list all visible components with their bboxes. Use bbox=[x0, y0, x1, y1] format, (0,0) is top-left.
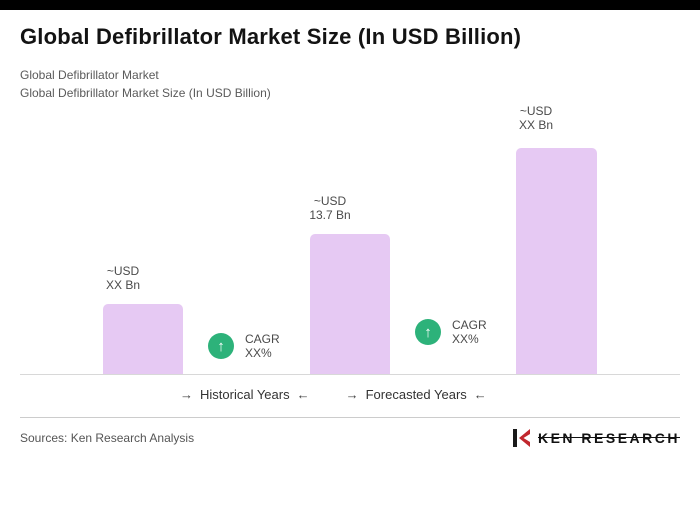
ken-research-k-icon bbox=[512, 429, 530, 447]
left-arrow-icon: ← bbox=[473, 387, 487, 402]
subtitle-line-1: Global Defibrillator Market bbox=[20, 68, 159, 82]
legend-label-forecasted: Forecasted Years bbox=[365, 387, 467, 402]
cagr-badge-text: CAGR XX% bbox=[245, 332, 280, 360]
subtitle-line-2: Global Defibrillator Market Size (In USD… bbox=[20, 86, 271, 100]
legend-label-historical: Historical Years bbox=[200, 387, 290, 402]
right-arrow-icon: → bbox=[345, 387, 359, 402]
page-title: Global Defibrillator Market Size (In USD… bbox=[20, 24, 522, 49]
footer: Sources: Ken Research Analysis KEN RESEA… bbox=[20, 428, 681, 448]
footer-divider bbox=[20, 417, 680, 418]
up-arrow-icon: ↑ bbox=[415, 319, 441, 345]
cagr-badge: ↑ CAGR XX% bbox=[208, 332, 280, 360]
bar-value-label: ~USD XX Bn bbox=[63, 264, 183, 292]
bar-2-label-line-1: ~USD bbox=[313, 194, 347, 208]
bar-value-label: ~USD 13.7 Bn bbox=[270, 194, 390, 222]
sources-text: Sources: Ken Research Analysis bbox=[20, 431, 195, 445]
chart-subtitle: Global Defibrillator Market Global Defib… bbox=[20, 66, 680, 102]
bar-historical bbox=[103, 304, 183, 374]
bar-2-label-line-2: 13.7 Bn bbox=[309, 208, 351, 222]
bar-1-label-line-1: ~USD bbox=[106, 264, 140, 278]
axis-group-legend: → Historical Years ← → Forecasted Years … bbox=[20, 387, 680, 402]
ken-research-logo: KEN RESEARCH bbox=[512, 428, 681, 448]
cagr-label: CAGR bbox=[452, 318, 487, 332]
bar-1-label-line-2: XX Bn bbox=[105, 278, 141, 292]
logo-wordmark: KEN RESEARCH bbox=[537, 430, 681, 446]
top-black-bar bbox=[0, 0, 700, 10]
cagr-value: XX% bbox=[452, 332, 479, 346]
cagr-value: XX% bbox=[245, 346, 272, 360]
legend-item-forecasted-years: → Forecasted Years ← bbox=[346, 387, 487, 402]
cagr-label: CAGR bbox=[245, 332, 280, 346]
left-arrow-icon: ← bbox=[296, 387, 310, 402]
right-arrow-icon: → bbox=[180, 387, 193, 402]
bar-3-label-line-1: ~USD bbox=[519, 104, 553, 118]
up-arrow-icon: ↑ bbox=[208, 333, 234, 359]
bar-current bbox=[310, 234, 390, 374]
bar-3-label-line-2: XX Bn bbox=[518, 118, 554, 132]
bar-forecast bbox=[516, 148, 597, 374]
bar-chart: ~USD XX Bn ~USD 13.7 Bn ~USD XX Bn ↑ CAG… bbox=[20, 102, 680, 375]
cagr-badge: ↑ CAGR XX% bbox=[415, 318, 487, 346]
bar-value-label: ~USD XX Bn bbox=[476, 104, 596, 132]
legend-item-historical-years: → Historical Years ← bbox=[180, 387, 310, 402]
cagr-badge-text: CAGR XX% bbox=[452, 318, 487, 346]
